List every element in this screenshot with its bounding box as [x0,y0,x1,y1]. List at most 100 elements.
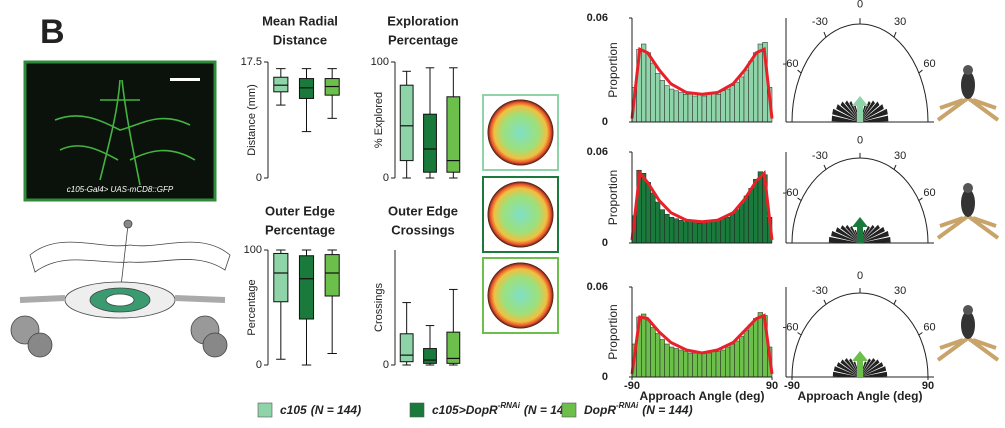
hist-bar [748,324,754,378]
hist-bar [664,343,670,378]
legend-suffix: (N = 144) [311,403,361,417]
polar-bar [860,101,880,122]
legend-sup: -RNAi [616,401,639,410]
polar-bar [845,100,860,122]
polar-bar [840,359,860,377]
hist-bar [697,223,703,244]
hist-bar [734,209,740,244]
hist-bar [729,213,735,244]
fit-line [630,46,774,119]
hist-bar [687,94,693,123]
angle-tick [918,332,923,336]
heatmaps [482,94,559,334]
polar-bar [860,224,875,243]
polar-arc [791,292,929,378]
angle-tick-label: -30 [812,16,828,28]
neurons [54,79,196,186]
box [446,331,461,364]
box [324,254,340,297]
box [298,78,315,99]
legend-swatch [561,402,577,418]
hist-bar [729,343,735,378]
polar-bar [860,100,875,122]
hist-bar [664,85,670,123]
polar-bar [860,226,885,243]
polar-bar [836,104,860,122]
legend-swatch [257,402,273,418]
angle-tick [823,31,827,38]
legend-sup: -RNAi [498,401,521,410]
hist-bar [655,201,661,244]
angle-tick-label: 30 [894,150,906,162]
panel-label: B [40,13,65,51]
polar-bar [860,362,884,377]
hist-bar [673,218,679,244]
chart-title: Percentage [388,32,458,47]
angle-tick-label: -60 [783,58,799,70]
y-tick-label: 0 [383,172,389,184]
hist-bar [739,203,745,244]
hist-bar [645,52,651,123]
angle-tick [797,332,802,336]
angle-tick-label: 0 [857,270,863,282]
hist-bar [753,52,759,123]
hist-bar [659,80,665,123]
polar-bar [835,227,860,243]
hist-bar [729,85,735,123]
angle-tick [797,197,802,201]
hist-bar [692,352,698,378]
mean-arrow [852,217,868,243]
angle-tick-label: 30 [894,16,906,28]
polar-bar [860,371,888,377]
fit-line [630,313,774,375]
polar-bar [836,362,860,377]
angle-tick [918,197,923,201]
hist-bar [706,352,712,378]
hist-bar [697,352,703,378]
x-axis-label: Approach Angle (deg) [798,389,923,403]
hist-bar [701,221,707,244]
y-axis-label: % Explored [373,92,385,148]
hist-bar [720,90,726,123]
hist-bar [743,69,749,123]
polar-bar [840,225,860,243]
hist-bar [706,94,712,123]
angle-tick-label: -60 [783,187,799,199]
hist-bar [715,351,721,378]
hist-bar [683,351,689,378]
y-tick-label: 17.5 [241,56,262,68]
hist-bar [692,221,698,244]
hist-bar [715,94,721,123]
hist-bar [655,333,661,378]
chart-title: Crossings [391,222,455,237]
hist-bar [697,94,703,123]
hist-bar [757,43,763,123]
angle-tick-label: -30 [812,150,828,162]
chart-title: Outer Edge [265,203,335,218]
y-tick-label: 0.06 [587,12,608,24]
legend-suffix: (N = 142) [524,403,574,417]
hist-bar [645,182,651,244]
hist-bar [725,216,731,244]
brain-diagram [10,219,231,358]
legend-label: c105 (N = 144) [280,403,361,417]
y-tick-label: 0 [602,237,608,249]
hist-bar [720,349,726,378]
polar-bar [832,371,860,377]
legend-name: DopR [584,403,616,417]
polar-bar [860,357,876,377]
hist-bar [669,216,675,244]
hist-bar [650,192,656,244]
box [446,96,461,173]
angle-tick-label: -60 [783,321,799,333]
polar-arc [791,157,929,244]
x-tick-label: 90 [766,380,778,392]
polar-bar [844,357,860,377]
x-tick-label: -90 [624,380,640,392]
angle-tick-label: 0 [857,0,863,10]
y-axis-label: Crossings [373,283,385,332]
hist-bar [734,81,740,123]
hist-bar [743,195,749,244]
hist-bar [748,61,754,123]
